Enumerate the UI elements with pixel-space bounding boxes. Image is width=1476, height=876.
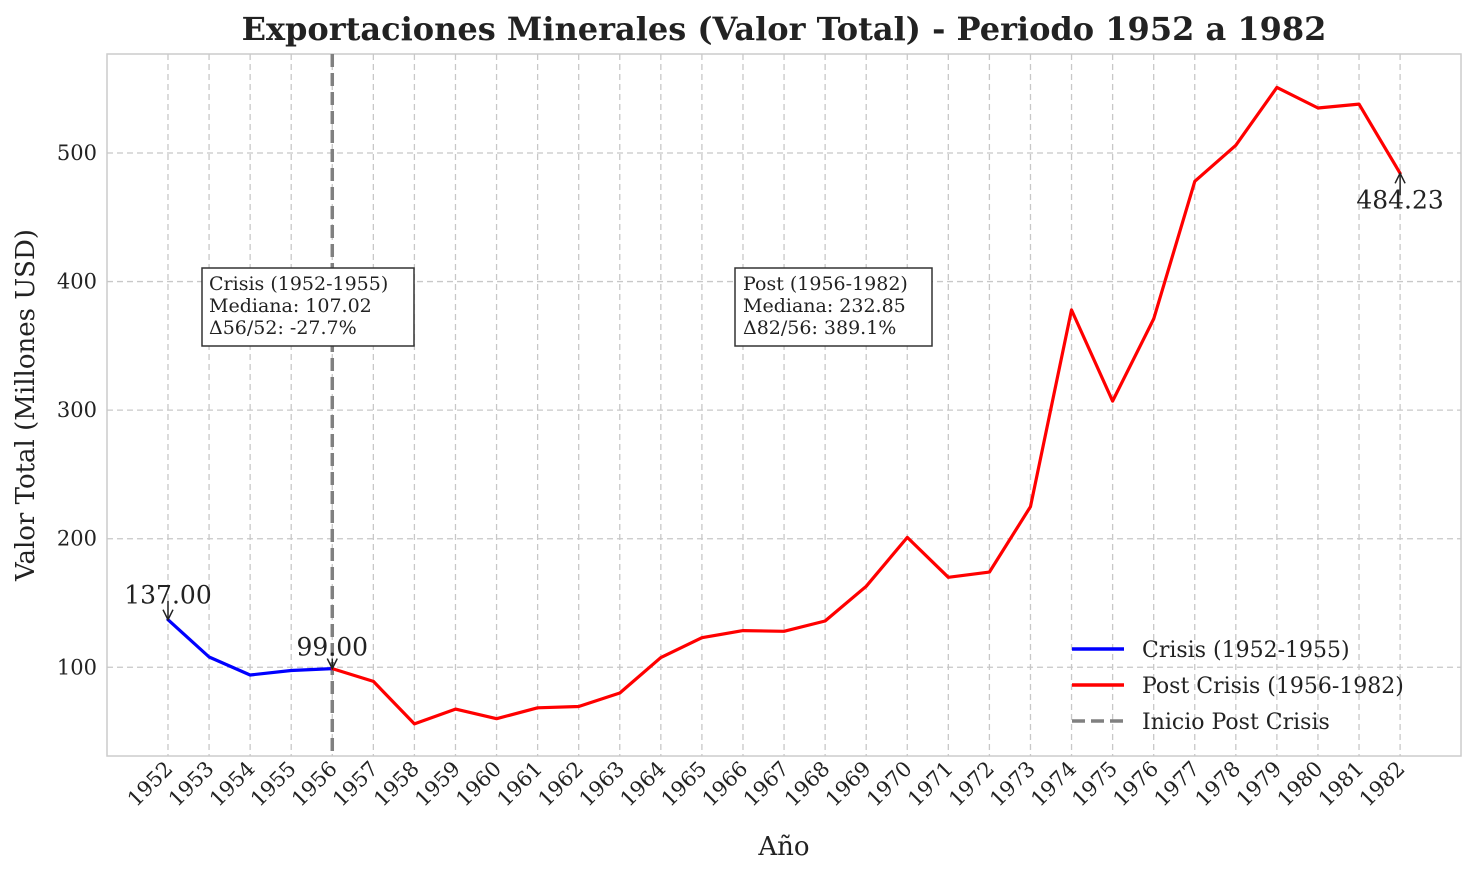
x-tick-label: 1965 (657, 757, 712, 812)
annotation-label: 99.00 (296, 633, 368, 662)
x-tick-label: 1961 (492, 757, 547, 812)
x-tick-label: 1964 (616, 757, 671, 812)
y-tick-label: 300 (57, 398, 97, 422)
annotation-label: 484.23 (1356, 185, 1443, 214)
y-tick-label: 200 (57, 527, 97, 551)
x-tick-label: 1966 (698, 757, 753, 812)
x-tick-label: 1953 (164, 757, 219, 812)
crisis-stats-line: Mediana: 107.02 (209, 295, 372, 317)
x-tick-label: 1974 (1026, 757, 1081, 812)
y-tick-label: 100 (57, 655, 97, 679)
x-tick-label: 1973 (985, 757, 1040, 812)
post-stats-line: Post (1956-1982) (743, 273, 908, 295)
x-tick-label: 1981 (1314, 757, 1369, 812)
x-tick-label: 1970 (862, 757, 917, 812)
x-tick-label: 1982 (1355, 757, 1410, 812)
crisis-stats-line: Crisis (1952-1955) (209, 273, 388, 295)
series-line-crisis (166, 618, 334, 677)
series-layer (166, 85, 1402, 726)
x-tick-label: 1959 (410, 757, 465, 812)
legend-label-post-crisis: Post Crisis (1956-1982) (1142, 674, 1404, 699)
post-stats-box: Post (1956-1982) Mediana: 232.85 Δ82/56:… (734, 267, 933, 347)
series-line-post-crisis (330, 85, 1402, 726)
x-tick-label: 1967 (739, 757, 794, 812)
x-tick-label: 1975 (1067, 757, 1122, 812)
y-tick-labels: 100 200 300 400 500 (57, 141, 97, 679)
annotation-layer: 137.00 99.00 484.23 (124, 171, 1444, 671)
x-axis-label: Año (757, 832, 809, 862)
x-tick-label: 1958 (369, 757, 424, 812)
x-tick-label: 1968 (780, 757, 835, 812)
x-tick-label: 1960 (451, 757, 506, 812)
post-stats-line: Mediana: 232.85 (743, 295, 906, 317)
x-tick-label: 1972 (944, 757, 999, 812)
y-axis-label: Valor Total (Millones USD) (11, 229, 41, 582)
x-tick-label: 1952 (123, 757, 178, 812)
y-tick-label: 500 (57, 141, 97, 165)
legend: Crisis (1952-1955) Post Crisis (1956-198… (1072, 638, 1404, 735)
annotation-arrowhead (326, 658, 338, 671)
x-tick-label: 1969 (821, 757, 876, 812)
x-tick-labels: 1952195319541955195619571958195919601961… (123, 757, 1410, 812)
x-tick-label: 1962 (533, 757, 588, 812)
x-tick-label: 1978 (1191, 757, 1246, 812)
y-tick-label: 400 (57, 270, 97, 294)
x-tick-label: 1977 (1150, 757, 1205, 812)
legend-label-crisis: Crisis (1952-1955) (1142, 638, 1350, 663)
annotation-arrowhead (1394, 171, 1406, 184)
chart-title: Exportaciones Minerales (Valor Total) - … (242, 10, 1327, 48)
x-tick-label: 1976 (1108, 757, 1163, 812)
x-tick-label: 1957 (328, 757, 383, 812)
x-tick-label: 1955 (246, 757, 301, 812)
x-tick-label: 1980 (1273, 757, 1328, 812)
x-tick-label: 1979 (1232, 757, 1287, 812)
post-stats-line: Δ82/56: 389.1% (743, 317, 896, 339)
x-tick-label: 1963 (575, 757, 630, 812)
x-tick-label: 1971 (903, 757, 958, 812)
annotation-arrowhead (162, 609, 174, 622)
x-tick-label: 1954 (205, 757, 260, 812)
x-tick-label: 1956 (287, 757, 342, 812)
crisis-stats-line: Δ56/52: -27.7% (209, 317, 357, 339)
crisis-stats-box: Crisis (1952-1955) Mediana: 107.02 Δ56/5… (201, 267, 415, 347)
legend-label-reference: Inicio Post Crisis (1142, 710, 1330, 735)
annotation-label: 137.00 (124, 581, 211, 610)
